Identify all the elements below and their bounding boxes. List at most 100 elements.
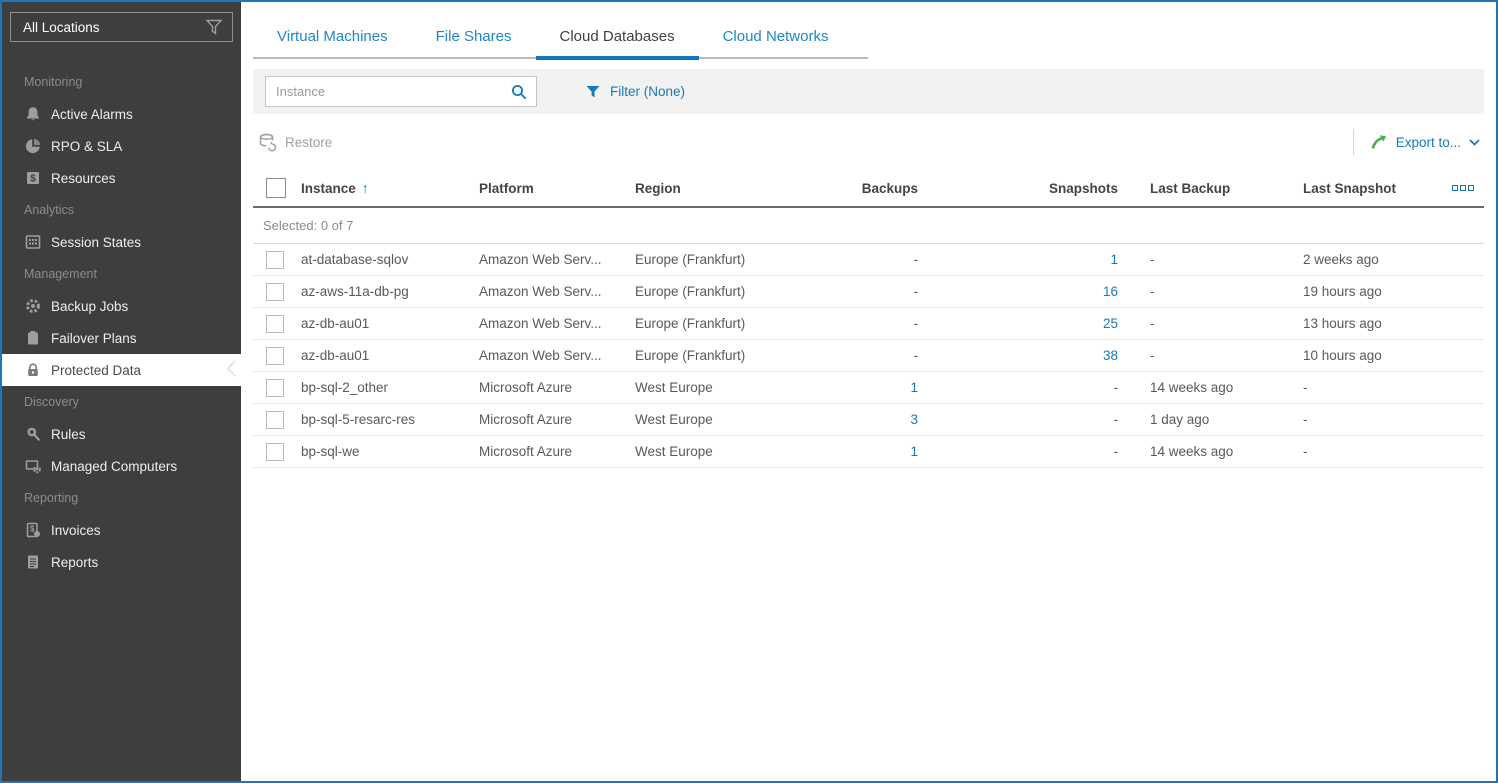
selected-item-notch [226,360,236,380]
sidebar-item-label: Reports [51,554,99,570]
cell-instance: bp-sql-we [301,444,360,459]
table-row[interactable]: bp-sql-we Microsoft Azure West Europe 1 … [253,436,1484,468]
magnifier-icon[interactable] [510,83,528,101]
filter-button[interactable]: Filter (None) [585,84,685,100]
tab-cloud-databases[interactable]: Cloud Databases [535,22,699,60]
search-box[interactable] [265,76,537,107]
sidebar-section-discovery: Discovery [24,395,79,409]
cell-last-backup: 1 day ago [1150,412,1210,427]
sidebar-item-managed-computers[interactable]: Managed Computers [2,450,241,482]
sidebar-item-label: Rules [51,426,86,442]
column-header-backups[interactable]: Backups [861,180,918,196]
cell-platform: Amazon Web Serv... [479,252,602,267]
cell-snapshots[interactable]: 25 [1102,316,1118,331]
sidebar-item-rules[interactable]: Rules [2,418,241,450]
tab-file-shares[interactable]: File Shares [435,28,512,45]
row-checkbox[interactable] [266,378,284,397]
sidebar-item-label: Invoices [51,522,101,538]
row-checkbox[interactable] [266,346,284,365]
cell-region: Europe (Frankfurt) [635,284,746,299]
cell-platform: Microsoft Azure [479,380,573,395]
cell-last-backup: - [1150,348,1155,363]
sidebar-item-invoices[interactable]: $ Invoices [2,514,241,546]
cell-platform: Microsoft Azure [479,412,573,427]
cell-snapshots[interactable]: 38 [1102,348,1118,363]
pie-icon [24,137,42,155]
cell-snapshots[interactable]: 16 [1102,284,1118,299]
sidebar-section-reporting: Reporting [24,491,79,505]
column-header-platform[interactable]: Platform [479,180,534,196]
cell-backups[interactable]: 3 [910,412,918,427]
cell-region: Europe (Frankfurt) [635,316,746,331]
sidebar-nav: Monitoring Active Alarms RPO & SLA $ Resourc… [2,66,241,578]
database-restore-icon [259,133,277,152]
bell-icon [24,105,42,123]
column-chooser-icon[interactable] [1445,185,1484,191]
export-button[interactable]: Export to... [1370,133,1484,151]
column-header-last-snapshot[interactable]: Last Snapshot [1303,180,1397,196]
column-header-instance[interactable]: Instance ↑ [301,180,369,196]
cell-backups[interactable]: 1 [910,444,918,459]
sidebar-item-backup-jobs[interactable]: Backup Jobs [2,290,241,322]
export-button-label: Export to... [1395,134,1461,150]
cell-backups: - [913,348,919,363]
sidebar-item-protected-data[interactable]: Protected Data [2,354,241,386]
row-checkbox[interactable] [266,282,284,301]
row-checkbox[interactable] [266,442,284,461]
row-checkbox[interactable] [266,410,284,429]
sidebar-item-label: Protected Data [51,362,142,378]
row-checkbox[interactable] [266,250,284,269]
search-input[interactable] [276,84,510,99]
cell-backups[interactable]: 1 [910,380,918,395]
table-body: at-database-sqlov Amazon Web Serv... Eur… [253,244,1484,468]
tab-bar: Virtual Machines File Shares Cloud Databas… [253,22,868,60]
table-row[interactable]: bp-sql-5-resarc-res Microsoft Azure West… [253,404,1484,436]
sidebar-item-reports[interactable]: Reports [2,546,241,578]
toolbar-divider [1352,129,1354,155]
row-checkbox[interactable] [266,314,284,333]
gear-icon [24,297,42,315]
sidebar-item-label: Managed Computers [51,458,178,474]
cell-last-backup: - [1150,284,1155,299]
invoice-icon: $ [24,521,42,539]
report-icon [24,553,42,571]
tab-virtual-machines[interactable]: Virtual Machines [277,28,388,45]
cell-instance: bp-sql-5-resarc-res [301,412,416,427]
header-checkbox-cell [253,178,301,198]
grid-icon [24,233,42,251]
tab-cloud-networks[interactable]: Cloud Networks [722,28,829,45]
sidebar-item-label: Resources [51,170,116,186]
sidebar-item-rpo-sla[interactable]: RPO & SLA [2,130,241,162]
location-selector-label: All Locations [23,19,100,35]
sidebar-item-failover-plans[interactable]: Failover Plans [2,322,241,354]
table-row[interactable]: az-db-au01 Amazon Web Serv... Europe (Fr… [253,308,1484,340]
cell-last-backup: - [1150,252,1155,267]
funnel-icon [586,85,600,97]
location-selector[interactable]: All Locations [10,12,233,42]
sort-asc-icon: ↑ [361,180,369,196]
restore-button[interactable]: Restore [253,132,332,152]
sidebar-item-active-alarms[interactable]: Active Alarms [2,98,241,130]
cell-snapshots: - [1113,444,1119,459]
cell-platform: Microsoft Azure [479,444,573,459]
cell-region: West Europe [635,412,713,427]
search-pin-icon [24,425,42,443]
table-row[interactable]: az-db-au01 Amazon Web Serv... Europe (Fr… [253,340,1484,372]
table-row[interactable]: at-database-sqlov Amazon Web Serv... Eur… [253,244,1484,276]
export-arrow-icon [1371,135,1386,149]
cell-platform: Amazon Web Serv... [479,348,602,363]
restore-button-label: Restore [285,134,333,150]
cell-last-snapshot: - [1303,412,1308,427]
cell-platform: Amazon Web Serv... [479,284,602,299]
column-header-last-backup[interactable]: Last Backup [1150,180,1231,196]
column-header-snapshots[interactable]: Snapshots [1048,180,1118,196]
column-header-region[interactable]: Region [635,180,681,196]
select-all-checkbox[interactable] [266,178,286,198]
table-row[interactable]: bp-sql-2_other Microsoft Azure West Euro… [253,372,1484,404]
table-row[interactable]: az-aws-11a-db-pg Amazon Web Serv... Euro… [253,276,1484,308]
sidebar-item-session-states[interactable]: Session States [2,226,241,258]
cell-region: West Europe [635,380,713,395]
sidebar-item-resources[interactable]: $ Resources [2,162,241,194]
cell-snapshots[interactable]: 1 [1110,252,1118,267]
